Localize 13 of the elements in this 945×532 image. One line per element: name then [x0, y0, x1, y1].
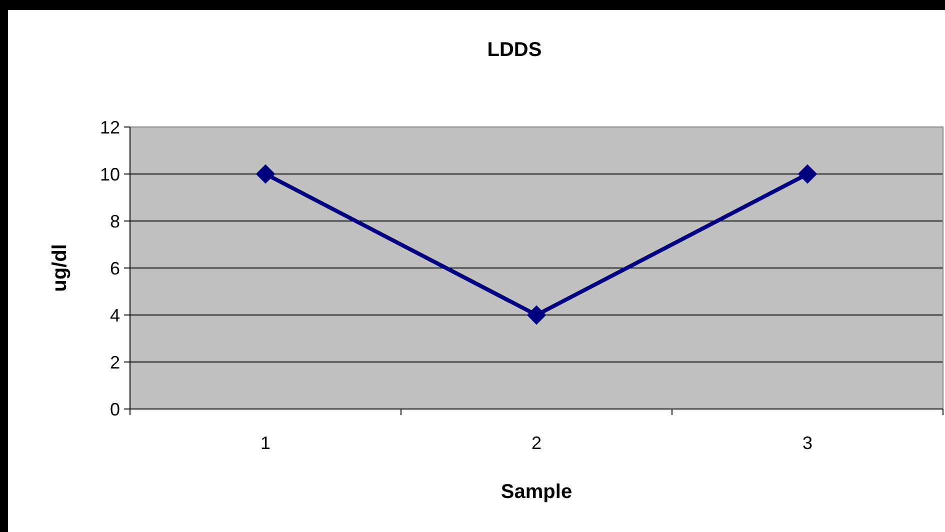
- x-tick-label: 2: [531, 433, 542, 453]
- y-tick-label: 0: [110, 399, 120, 420]
- y-tick-label: 2: [110, 352, 120, 372]
- x-tick-label: 1: [260, 433, 271, 453]
- y-tick-label: 12: [100, 117, 120, 138]
- y-axis-title: ug/dl: [49, 244, 71, 292]
- y-tick-label: 6: [110, 258, 120, 278]
- chart-title: LDDS: [487, 39, 542, 61]
- y-tick-label: 4: [110, 305, 120, 326]
- x-tick-label: 3: [802, 433, 813, 453]
- y-tick-label: 10: [100, 164, 120, 184]
- x-axis-title: Sample: [500, 481, 572, 503]
- y-tick-label: 8: [110, 211, 120, 232]
